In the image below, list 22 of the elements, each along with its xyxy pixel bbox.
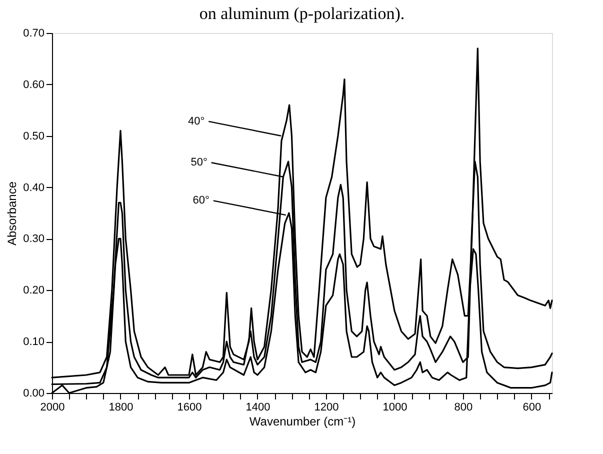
y-tick-label: 0.30	[23, 233, 44, 246]
y-tick-label: 0.40	[23, 182, 44, 194]
x-axis-title: Wavenumber (cm⁻¹)	[249, 414, 356, 428]
x-tick-label: 1400	[246, 402, 270, 414]
y-tick-label: 0.60	[23, 78, 44, 91]
y-tick-label: 0.20	[23, 284, 44, 297]
annotation: 40°	[188, 115, 205, 128]
x-tick-label: 1000	[382, 402, 408, 414]
x-tick-label: 600	[522, 402, 542, 414]
chart-title: on aluminum (p-polarization).	[199, 4, 405, 23]
y-tick-label: 0.10	[23, 336, 44, 348]
x-tick-label: 1800	[108, 402, 134, 414]
y-tick-label: 0.00	[23, 388, 44, 400]
y-tick-label: 0.70	[23, 28, 44, 40]
x-tick-label: 1600	[177, 402, 202, 414]
x-tick-label: 1200	[314, 402, 339, 414]
y-axis-title: Absorbance	[5, 181, 20, 246]
x-tick-label: 800	[454, 402, 473, 414]
annotation: 50°	[190, 156, 208, 169]
annotation: 60°	[192, 194, 210, 207]
x-tick-label: 2000	[40, 402, 65, 414]
y-tick-label: 0.50	[23, 130, 44, 142]
